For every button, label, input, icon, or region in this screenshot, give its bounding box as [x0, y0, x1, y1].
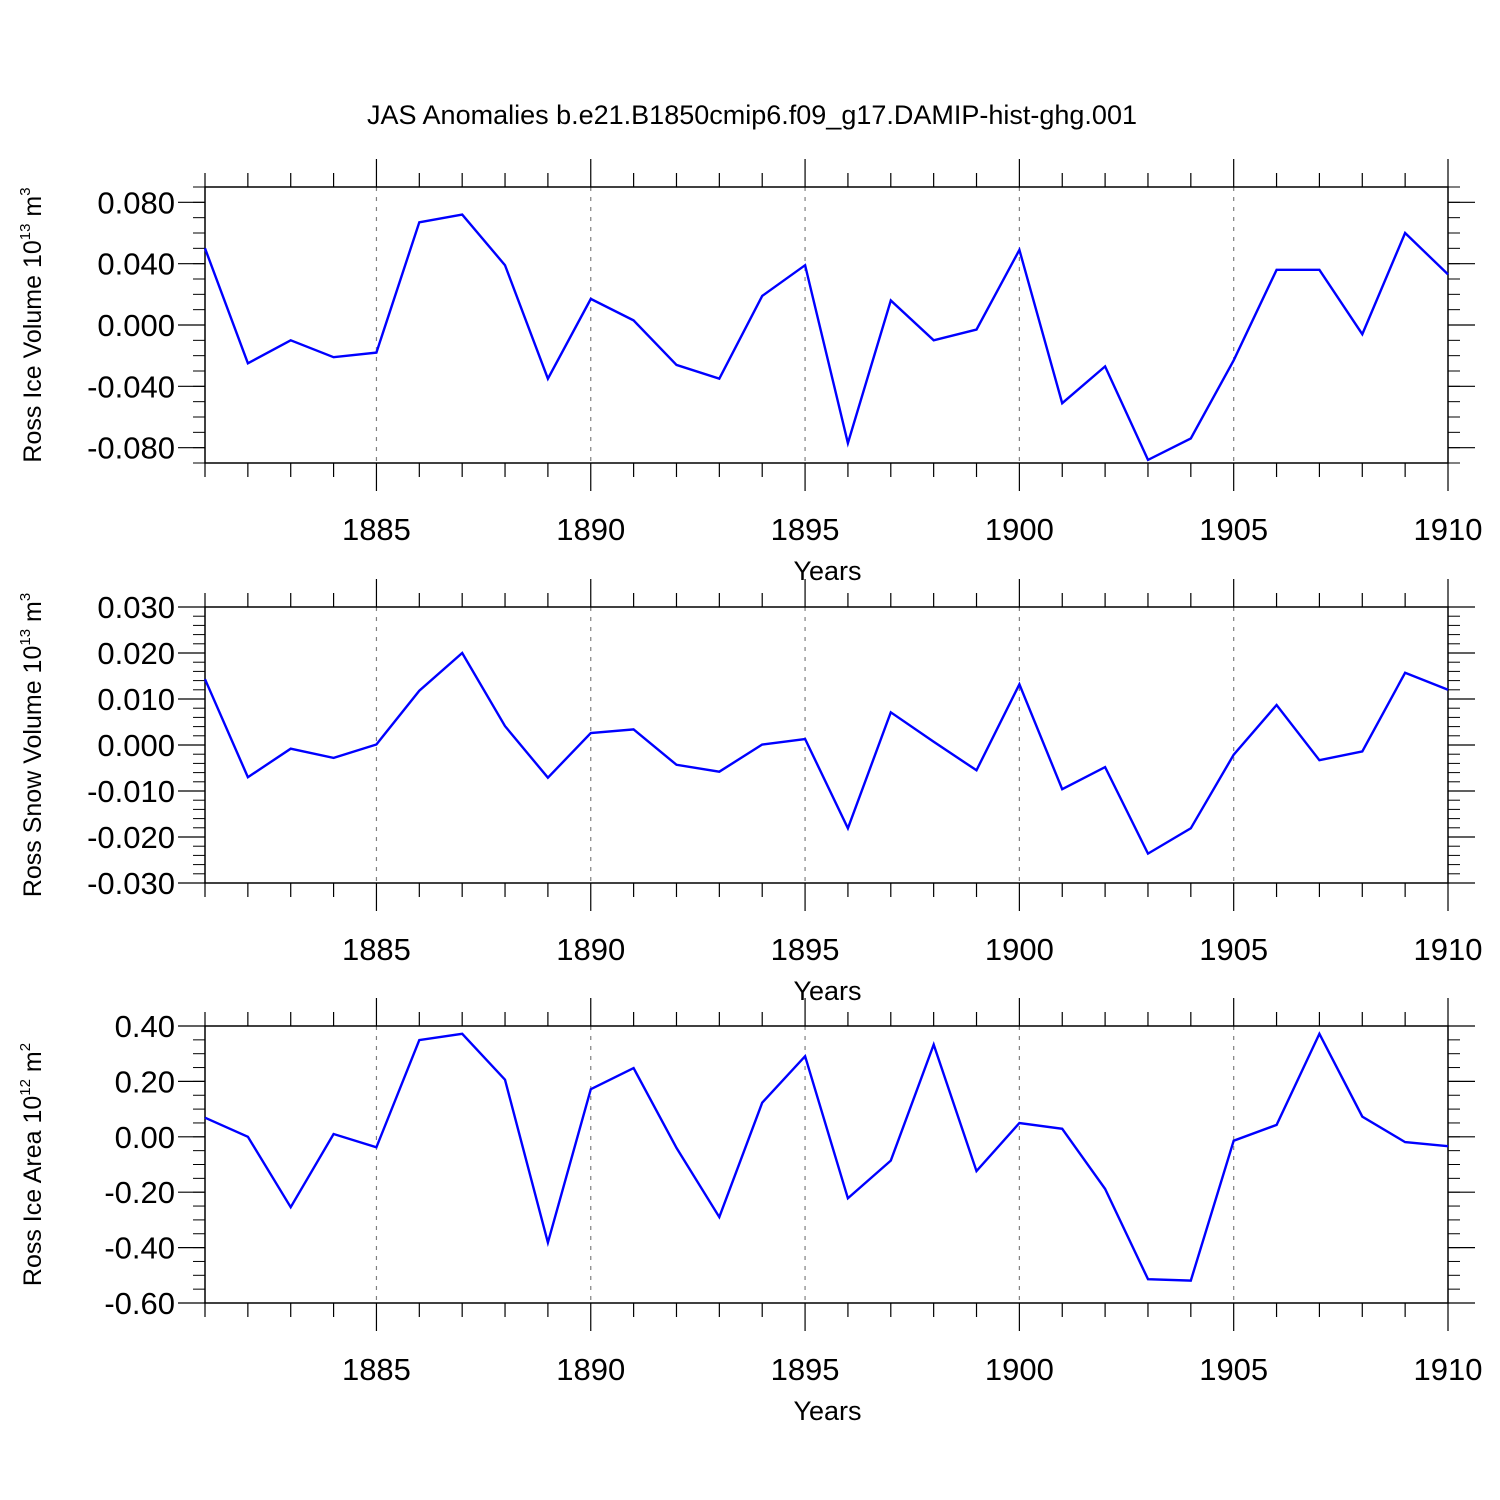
series-line: [203, 213, 1449, 462]
y-tick-label: 0.030: [97, 590, 175, 625]
series-line: [204, 1031, 1449, 1282]
y-tick-label: -0.60: [104, 1286, 175, 1321]
x-tick-label: 1885: [342, 932, 411, 967]
x-tick-label: 1885: [342, 512, 411, 547]
y-tick-label: 0.020: [97, 636, 175, 671]
y-axis-label-unit: m: [19, 196, 47, 224]
plot-frame: [204, 1025, 1449, 1304]
y-axis-label-unit-exponent: 3: [17, 187, 34, 195]
y-tick-label: 0.010: [97, 682, 175, 717]
y-tick-label: 0.080: [97, 185, 175, 220]
x-tick-label: 1895: [771, 512, 840, 547]
y-tick-label: -0.020: [87, 820, 175, 855]
x-tick-label: 1910: [1414, 932, 1483, 967]
y-tick-label: 0.40: [115, 1009, 175, 1044]
x-tick-label: 1905: [1199, 1352, 1268, 1387]
y-axis-label-exponent: 13: [17, 224, 34, 241]
x-tick-label: 1890: [556, 512, 625, 547]
panels: 0.080 0.040 0.000 -0.040 -0.080 1885 1890 1895 1…: [17, 159, 1482, 1426]
y-axis-label-text: Ross Snow Volume 10: [19, 646, 47, 898]
x-axis-label: Years: [793, 556, 861, 586]
chart-title: JAS Anomalies b.e21.B1850cmip6.f09_g17.D…: [367, 100, 1137, 130]
y-axis-label-unit: m: [19, 601, 47, 629]
y-tick-label: -0.080: [87, 431, 175, 466]
y-tick-label: -0.030: [87, 866, 175, 901]
y-tick-label: 0.00: [115, 1120, 175, 1155]
y-axis-label-exponent: 13: [17, 629, 34, 646]
y-axis-label-unit-exponent: 2: [17, 1043, 34, 1051]
panel-3: 0.40 0.20 0.00 -0.20 -0.40 -0.60 1885 1890 1895 1…: [17, 998, 1482, 1426]
x-tick-label: 1910: [1414, 512, 1483, 547]
x-tick-label: 1895: [771, 1352, 840, 1387]
panel-1: 0.080 0.040 0.000 -0.040 -0.080 1885 1890 1895 1…: [17, 159, 1482, 586]
x-tick-label: 1890: [556, 932, 625, 967]
x-tick-label: 1910: [1414, 1352, 1483, 1387]
x-tick-label: 1900: [985, 932, 1054, 967]
plot-frame: [204, 186, 1449, 464]
y-axis-label: Ross Ice Volume 1013 m3: [17, 187, 47, 462]
y-axis-label-text: Ross Ice Area 10: [19, 1096, 47, 1286]
y-axis-label-unit: m: [19, 1051, 47, 1079]
panel-2: 0.030 0.020 0.010 0.000 -0.010 -0.020 -0.030 18…: [17, 579, 1482, 1006]
x-tick-label: 1895: [771, 932, 840, 967]
x-tick-label: 1890: [556, 1352, 625, 1387]
y-tick-label: -0.040: [87, 369, 175, 404]
plot-frame: [204, 606, 1449, 884]
x-tick-label: 1905: [1199, 512, 1268, 547]
y-axis-label: Ross Ice Area 1012 m2: [17, 1043, 47, 1286]
y-axis-label-exponent: 12: [17, 1079, 34, 1096]
x-tick-label: 1900: [985, 512, 1054, 547]
y-axis-label-text: Ross Ice Volume 10: [19, 240, 47, 462]
y-tick-label: 0.000: [97, 308, 175, 343]
y-tick-label: -0.20: [104, 1175, 175, 1210]
series-line: [203, 651, 1449, 856]
y-tick-label: -0.010: [87, 774, 175, 809]
y-tick-label: 0.20: [115, 1064, 175, 1099]
y-tick-label: -0.40: [104, 1231, 175, 1266]
x-tick-label: 1905: [1199, 932, 1268, 967]
x-tick-label: 1900: [985, 1352, 1054, 1387]
y-tick-label: 0.040: [97, 247, 175, 282]
y-axis-label: Ross Snow Volume 1013 m3: [17, 593, 47, 897]
x-tick-label: 1885: [342, 1352, 411, 1387]
x-axis-label: Years: [793, 976, 861, 1006]
y-axis-label-unit-exponent: 3: [17, 593, 34, 601]
y-tick-label: 0.000: [97, 728, 175, 763]
x-axis-label: Years: [793, 1396, 861, 1426]
